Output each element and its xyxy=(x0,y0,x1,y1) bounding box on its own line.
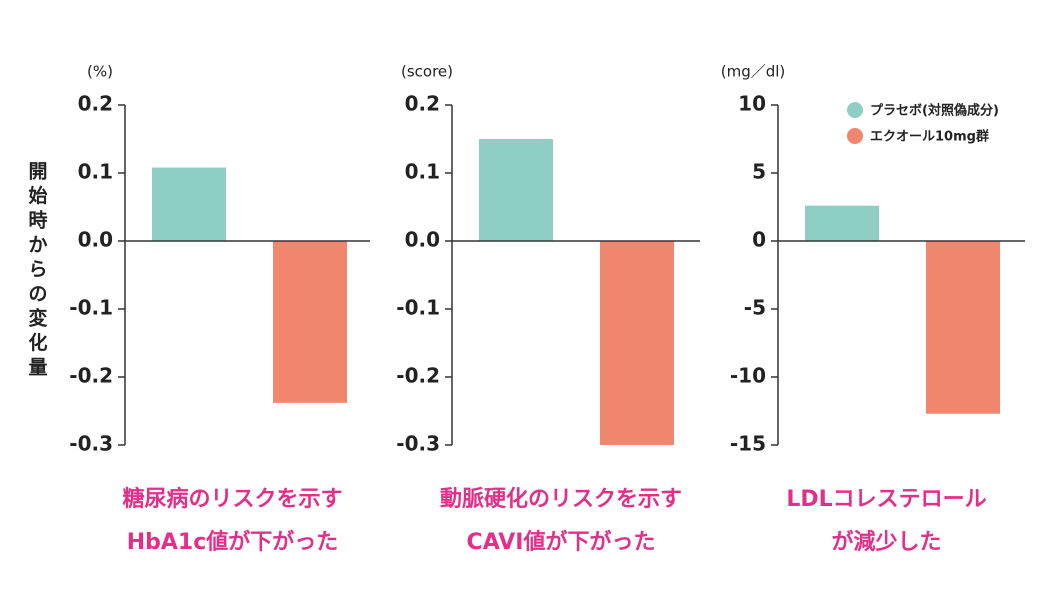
y-tick-label: 5 xyxy=(752,160,766,184)
y-axis-label: 時 xyxy=(28,210,47,232)
y-tick-label: -15 xyxy=(730,432,766,456)
y-axis-label: ら xyxy=(28,259,47,281)
chart-title: HbA1c値が下がった xyxy=(127,529,339,555)
chart-title: CAVI値が下がった xyxy=(467,529,656,555)
y-tick-label: 0.2 xyxy=(78,92,113,116)
chart-title: 糖尿病のリスクを示す xyxy=(122,486,342,512)
y-tick-label: -0.1 xyxy=(69,296,113,320)
y-tick-label: -0.2 xyxy=(396,364,440,388)
y-tick-label: -0.3 xyxy=(396,432,440,456)
y-tick-label: 10 xyxy=(738,92,766,116)
chart-title: LDLコレステロール xyxy=(786,487,986,512)
y-tick-label: 0.0 xyxy=(78,228,113,252)
unit-label: (%) xyxy=(87,63,113,81)
y-axis-label: 変 xyxy=(28,307,47,330)
chart-title: が減少した xyxy=(831,529,941,555)
y-tick-label: -0.2 xyxy=(69,364,113,388)
bar xyxy=(479,139,553,241)
legend-swatch xyxy=(847,102,863,118)
y-tick-label: -0.3 xyxy=(69,432,113,456)
legend-label: プラセボ(対照偽成分) xyxy=(870,103,999,119)
y-tick-label: 0 xyxy=(752,228,766,252)
y-tick-label: 0.0 xyxy=(405,228,440,252)
y-axis-label: 化 xyxy=(28,331,47,354)
y-axis-label: の xyxy=(28,283,47,305)
bar xyxy=(273,241,347,403)
bar xyxy=(152,167,226,241)
unit-label: (score) xyxy=(401,63,453,81)
unit-label: (mg／dl) xyxy=(721,63,786,81)
y-tick-label: -5 xyxy=(744,296,766,320)
bar xyxy=(926,241,1000,414)
legend-label: エクオール10mg群 xyxy=(870,129,989,145)
bar xyxy=(600,241,674,445)
legend-swatch xyxy=(847,128,863,144)
y-tick-label: 0.1 xyxy=(78,160,113,184)
chart-title: 動脈硬化のリスクを示す xyxy=(440,486,682,512)
y-axis-label: か xyxy=(28,234,47,256)
y-axis-label: 始 xyxy=(28,184,47,207)
y-axis-label: 量 xyxy=(28,357,47,379)
bar xyxy=(805,205,879,241)
y-tick-label: 0.1 xyxy=(405,160,440,184)
y-tick-label: 0.2 xyxy=(405,92,440,116)
y-axis-label: 開 xyxy=(28,161,47,183)
y-tick-label: -10 xyxy=(730,364,766,388)
y-tick-label: -0.1 xyxy=(396,296,440,320)
